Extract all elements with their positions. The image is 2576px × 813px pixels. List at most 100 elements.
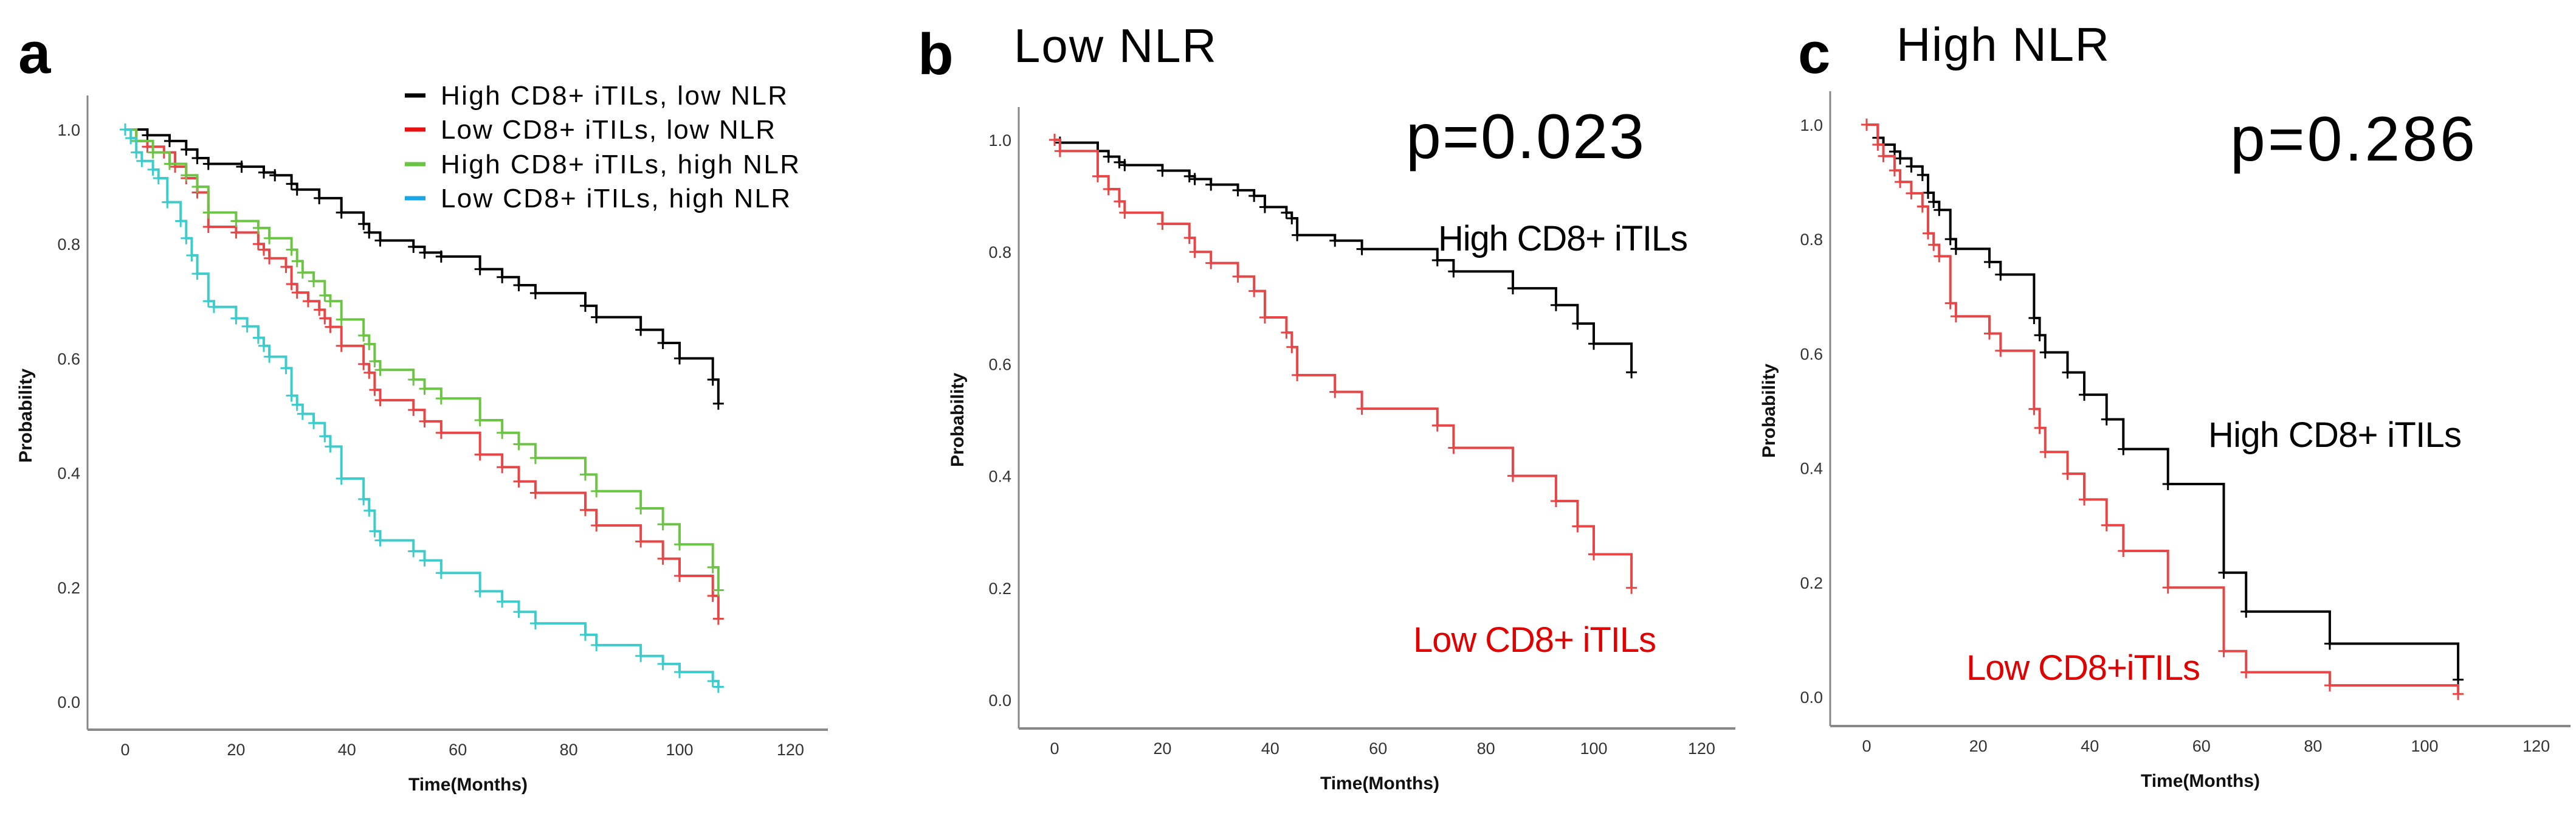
- censor-mark: [1922, 186, 1934, 199]
- censor-mark: [1983, 255, 1995, 268]
- censor-mark: [408, 373, 419, 386]
- censor-mark: [291, 183, 303, 196]
- censor-mark: [674, 538, 685, 551]
- censor-mark: [1507, 282, 1518, 295]
- censor-mark: [657, 657, 669, 670]
- censor-mark: [308, 417, 320, 429]
- censor-mark: [1286, 341, 1298, 353]
- censor-mark: [674, 569, 685, 582]
- censor-mark: [1895, 176, 1906, 189]
- y-axis-title: Probability: [948, 373, 968, 467]
- series-high-cd8-itils-low-nlr: [120, 123, 724, 410]
- censor-mark: [635, 323, 647, 336]
- censor-mark: [1626, 581, 1638, 594]
- censor-mark: [1928, 196, 1940, 209]
- annotation-low-cd8: Low CD8+iTILs: [1966, 648, 2200, 688]
- x-tick-label: 0: [120, 741, 129, 759]
- censor-mark: [2101, 413, 2112, 426]
- censor-mark: [236, 161, 247, 173]
- censor-mark: [374, 364, 386, 376]
- censor-mark: [336, 313, 347, 326]
- censor-mark: [707, 675, 718, 688]
- censor-mark: [1934, 204, 1945, 216]
- censor-mark: [712, 397, 724, 410]
- censor-mark: [2079, 389, 2090, 401]
- censor-mark: [181, 232, 192, 244]
- censor-mark: [513, 438, 525, 451]
- censor-mark: [674, 666, 685, 679]
- censor-mark: [358, 218, 370, 230]
- censor-mark: [264, 232, 275, 244]
- y-tick-label: 0.2: [57, 579, 80, 597]
- legend: High CD8+ iTILs, low NLR Low CD8+ iTILs,…: [405, 81, 799, 213]
- censor-mark: [164, 157, 175, 170]
- censor-mark: [363, 504, 375, 517]
- y-tick-label: 0.6: [988, 355, 1011, 373]
- censor-mark: [191, 181, 203, 193]
- censor-mark: [635, 649, 647, 662]
- x-tick-label: 100: [1580, 739, 1607, 758]
- x-tick-label: 60: [1369, 739, 1387, 758]
- censor-mark: [2324, 679, 2335, 692]
- y-tick-label: 0.6: [57, 350, 80, 368]
- censor-mark: [1356, 403, 1368, 415]
- censor-mark: [1934, 250, 1945, 263]
- censor-mark: [2028, 312, 2040, 325]
- censor-mark: [286, 243, 297, 256]
- censor-mark: [1119, 159, 1131, 171]
- censor-mark: [419, 554, 430, 567]
- censor-mark: [408, 545, 419, 558]
- censor-mark: [2039, 446, 2051, 458]
- censor-mark: [579, 628, 591, 641]
- censor-mark: [674, 352, 685, 365]
- censor-mark: [1950, 310, 1961, 323]
- censor-mark: [2324, 637, 2335, 650]
- censor-mark: [1119, 206, 1131, 219]
- censor-mark: [474, 448, 486, 461]
- y-tick-label: 0.4: [1800, 460, 1823, 478]
- x-tick-label: 40: [2081, 737, 2099, 755]
- x-tick-label: 20: [227, 741, 245, 759]
- censor-mark: [230, 312, 242, 325]
- censor-mark: [1157, 164, 1168, 177]
- x-tick-label: 20: [1153, 739, 1171, 758]
- censor-mark: [707, 561, 718, 573]
- x-tick-label: 60: [449, 741, 467, 759]
- censor-mark: [635, 502, 647, 514]
- censor-mark: [319, 430, 331, 443]
- censor-mark: [153, 171, 164, 184]
- censor-mark: [1103, 150, 1114, 163]
- censor-mark: [1917, 200, 1928, 213]
- censor-mark: [2240, 666, 2252, 679]
- censor-mark: [291, 255, 303, 268]
- censor-mark: [280, 362, 292, 375]
- censor-mark: [202, 157, 214, 170]
- censor-mark: [591, 311, 602, 323]
- censor-mark: [363, 337, 375, 350]
- censor-mark: [2062, 366, 2073, 379]
- plot-b: 0.0 0.2 0.4 0.6 0.8 1.0 0 20 40 60 80 100 120 Time(Mo…: [948, 107, 1735, 794]
- censor-mark: [657, 518, 669, 531]
- censor-mark: [497, 426, 508, 439]
- x-tick-label: 80: [1477, 739, 1495, 758]
- p-value: p=0.023: [1406, 102, 1644, 172]
- censor-mark: [1114, 156, 1125, 168]
- censor-mark: [1906, 160, 1917, 173]
- censor-mark: [591, 519, 602, 532]
- x-tick-label: 0: [1862, 737, 1871, 755]
- censor-mark: [314, 192, 325, 204]
- censor-mark: [1572, 520, 1583, 533]
- censor-mark: [241, 320, 253, 333]
- censor-mark: [369, 384, 381, 396]
- censor-mark: [1928, 238, 1940, 251]
- censor-mark: [1917, 168, 1928, 181]
- x-tick-label: 120: [1688, 739, 1715, 758]
- censor-mark: [1944, 297, 1956, 310]
- censor-mark: [579, 503, 591, 516]
- censor-mark: [2118, 545, 2129, 558]
- censor-mark: [252, 331, 264, 344]
- censor-mark: [1588, 548, 1599, 561]
- censor-mark: [1157, 218, 1168, 230]
- censor-mark: [529, 617, 541, 630]
- censor-mark: [230, 226, 242, 239]
